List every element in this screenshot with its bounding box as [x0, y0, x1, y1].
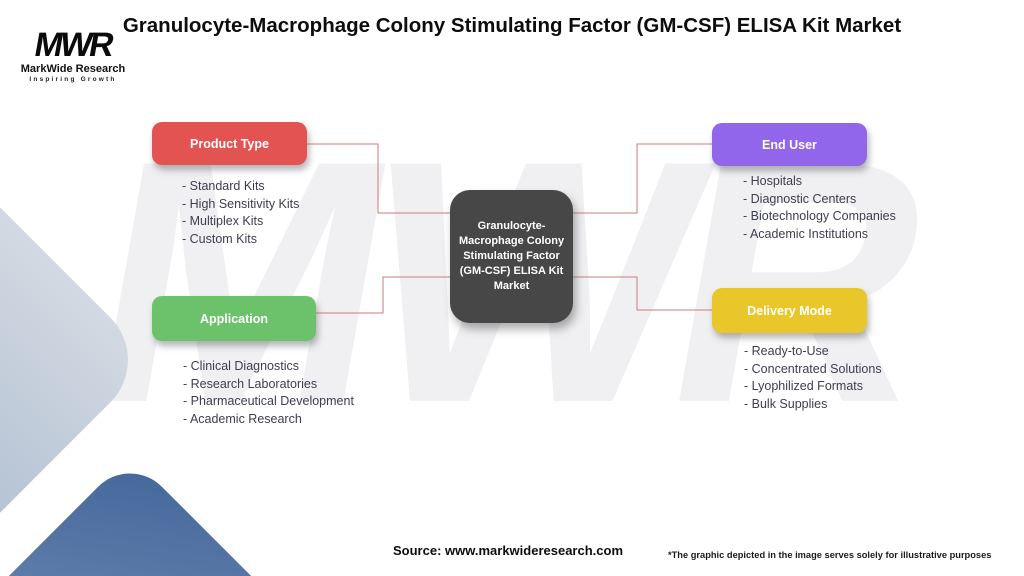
- connector-end-user: [573, 143, 712, 214]
- list-item: - Ready-to-Use: [744, 344, 829, 358]
- product-type-box: Product Type: [152, 122, 307, 165]
- mwr-logo-icon: MWR: [31, 26, 115, 64]
- list-item: - Diagnostic Centers: [743, 191, 857, 206]
- product-type-list: - Standard Kits - High Sensitivity Kits …: [182, 178, 299, 248]
- list-item: - Concentrated Solutions: [744, 361, 882, 376]
- central-market-node: Granulocyte-Macrophage Colony Stimulatin…: [450, 190, 573, 323]
- markwide-logo: MWR MarkWide Research Inspiring Growth: [18, 26, 128, 83]
- page-title: Granulocyte-Macrophage Colony Stimulatin…: [122, 14, 902, 37]
- list-item: - Academic Research: [183, 411, 302, 426]
- product-type-label: Product Type: [190, 136, 269, 151]
- end-user-list: - Hospitals - Diagnostic Centers - Biote…: [743, 173, 896, 243]
- delivery-mode-list: - Ready-to-Use - Concentrated Solutions …: [744, 343, 882, 413]
- list-item: - Custom Kits: [182, 231, 258, 246]
- source-text: Source: www.markwideresearch.com: [393, 543, 624, 558]
- list-item: - Research Laboratories: [183, 376, 318, 391]
- list-item: - Academic Institutions: [743, 226, 869, 241]
- application-list: - Clinical Diagnostics - Research Labora…: [183, 358, 354, 428]
- disclaimer-note: *The graphic depicted in the image serve…: [668, 550, 992, 560]
- application-box: Application: [152, 296, 316, 341]
- list-item: - Biotechnology Companies: [743, 209, 896, 223]
- list-item: - Standard Kits: [182, 179, 265, 193]
- delivery-mode-label: Delivery Mode: [747, 303, 832, 318]
- end-user-box: End User: [712, 123, 867, 166]
- list-item: - Hospitals: [743, 174, 803, 188]
- central-market-label: Granulocyte-Macrophage Colony Stimulatin…: [458, 220, 565, 292]
- connector-product-type: [307, 143, 450, 214]
- list-item: - Pharmaceutical Development: [183, 394, 354, 408]
- list-item: - Clinical Diagnostics: [183, 359, 300, 373]
- end-user-label: End User: [762, 137, 817, 152]
- logo-company-name: MarkWide Research: [20, 63, 126, 75]
- delivery-mode-box: Delivery Mode: [712, 288, 867, 333]
- list-item: - Multiplex Kits: [182, 214, 264, 228]
- logo-tagline: Inspiring Growth: [29, 76, 117, 83]
- list-item: - Bulk Supplies: [744, 396, 828, 411]
- connector-application: [316, 276, 450, 314]
- application-label: Application: [199, 311, 269, 326]
- list-item: - Lyophilized Formats: [744, 379, 864, 393]
- list-item: - High Sensitivity Kits: [182, 196, 300, 211]
- connector-delivery-mode: [573, 276, 712, 311]
